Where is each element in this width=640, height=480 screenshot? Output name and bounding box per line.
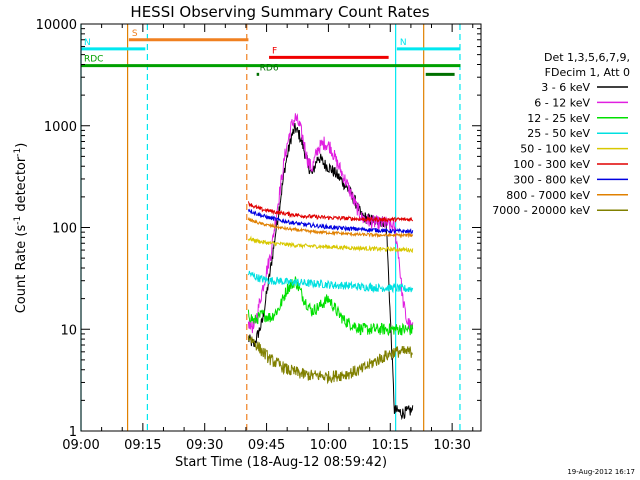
series-line-7 [247,217,414,239]
legend-label-7: 800 - 7000 keV [506,189,590,202]
x-tick-label-4: 10:00 [310,438,347,453]
x-axis-label: Start Time (18-Aug-12 08:59:42) [175,455,387,470]
x-axis: 09:00 09:15 09:30 09:45 10:00 10:15 10:30 [62,24,474,453]
x-tick-label-6: 10:30 [433,438,470,453]
y-tick-label-3: 1000 [44,120,77,135]
legend-label-8: 7000 - 20000 keV [492,204,590,217]
x-tick-label-3: 09:45 [248,438,285,453]
series-line-5 [247,201,414,223]
flag-label-2: N [400,38,407,48]
legend: Det 1,3,5,6,7,9, FDecim 1, Att 0 3 - 6 k… [492,51,630,217]
y-tick-label-4: 10000 [36,18,77,33]
series-line-1 [247,113,414,334]
plot-area: S N N F RDC RD6 [80,24,461,431]
legend-header-1: Det 1,3,5,6,7,9, [544,51,630,64]
y-axis-label: Count Rate (s-1 detector-1) [13,143,29,314]
y-axis: 1 10 100 1000 10000 [36,18,481,440]
legend-header-2: FDecim 1, Att 0 [545,66,630,79]
y-axis-label-sup2: -1 [13,148,23,157]
legend-label-6: 300 - 800 keV [513,173,590,186]
legend-label-5: 100 - 300 keV [513,158,590,171]
series-line-0 [247,122,414,421]
series-line-4 [247,235,414,254]
flag-label-5: RD6 [260,63,279,73]
y-tick-label-1: 10 [60,323,77,338]
y-tick-label-2: 100 [52,222,77,237]
series-line-3 [247,270,414,294]
y-axis-label-end: ) [14,143,29,148]
flag-label-4: RDC [84,55,103,65]
legend-label-4: 50 - 100 keV [520,143,590,156]
legend-label-0: 3 - 6 keV [541,81,590,94]
flag-label-1: N [84,38,91,48]
series-line-6 [247,208,414,236]
y-tick-label-0: 1 [69,425,77,440]
x-tick-label-1: 09:15 [124,438,161,453]
series-line-8 [247,335,414,385]
flag-label-0: S [132,29,138,39]
flag-label-3: F [272,46,277,56]
x-tick-label-5: 10:15 [372,438,409,453]
chart-title: HESSI Observing Summary Count Rates [130,3,429,21]
y-axis-label-mid: detector [14,156,29,216]
series-line-2 [247,276,414,337]
legend-label-2: 12 - 25 keV [527,112,590,125]
legend-label-1: 6 - 12 keV [534,96,590,109]
x-tick-label-2: 09:30 [186,438,223,453]
y-axis-label-sup: -1 [13,216,23,225]
footer-timestamp: 19-Aug-2012 16:17 [567,468,635,476]
legend-label-3: 25 - 50 keV [527,127,590,140]
y-axis-label-main: Count Rate (s [14,225,29,314]
x-tick-label-0: 09:00 [62,438,99,453]
